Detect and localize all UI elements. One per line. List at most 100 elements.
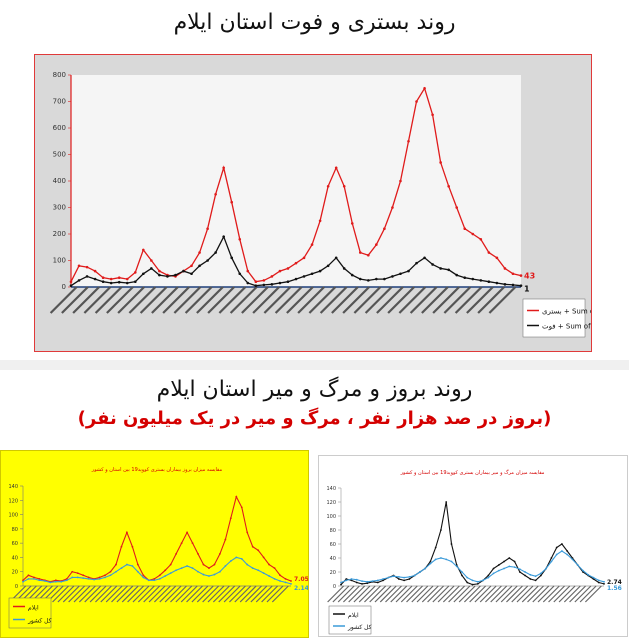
x-tick-label [421, 286, 449, 314]
series-2-point [174, 273, 177, 277]
series-1-point [399, 179, 402, 183]
series-2-point [286, 280, 290, 283]
series-1-point [318, 219, 322, 223]
series-2-point [76, 576, 79, 579]
x-tick-label [207, 286, 235, 314]
series-2-point [576, 564, 579, 566]
series-1-point [366, 582, 369, 585]
series-2-point [270, 283, 274, 286]
series-1-point [218, 552, 221, 555]
series-1-point [93, 269, 97, 273]
x-tick-label [385, 585, 402, 603]
x-tick-label [548, 585, 565, 603]
series-1-point [98, 576, 101, 579]
series-1-point [383, 227, 386, 230]
series-1-point [431, 113, 434, 117]
y-tick-label: 100 [8, 513, 18, 519]
series-2-point [158, 577, 161, 580]
x-tick-label [266, 585, 284, 603]
series-2-point [310, 272, 314, 276]
series-2-point [93, 277, 97, 281]
series-2-point [142, 272, 145, 276]
series-1-point [278, 269, 282, 273]
y-tick-label: 100 [53, 257, 66, 265]
x-tick-label [411, 585, 429, 603]
series-1-point [345, 578, 348, 580]
series-1-point [361, 583, 363, 585]
series-2-point [166, 275, 169, 278]
plot-area [341, 488, 604, 586]
series-2-point [93, 578, 96, 581]
series-2-point [262, 572, 265, 575]
series-1-point [142, 574, 145, 577]
series-1-point [164, 569, 167, 572]
x-tick-label [364, 286, 393, 314]
series-1-point [524, 574, 526, 577]
series-2-point [519, 284, 523, 287]
series-2-point [175, 569, 178, 572]
series-line-2 [22, 556, 292, 585]
series-2-point [268, 575, 271, 577]
series-1-point [208, 567, 210, 570]
series-2-point [182, 269, 185, 273]
series-2-point [38, 579, 41, 582]
x-tick-label [111, 585, 128, 603]
series-2-point [455, 565, 458, 568]
y-tick-label: 0 [333, 584, 336, 590]
x-tick-label [308, 286, 337, 314]
series-2-point [358, 277, 362, 281]
series-1-point [391, 206, 394, 209]
series-1-point [487, 251, 491, 254]
series-2-point [142, 576, 145, 579]
x-tick-label [95, 585, 112, 603]
series-2-point [392, 575, 395, 578]
series-1-point [175, 552, 178, 555]
series-1-point [22, 579, 24, 582]
series-1-point [592, 578, 595, 580]
series-2-point [582, 569, 584, 572]
x-tick-label [506, 585, 523, 603]
x-tick-label [117, 286, 145, 314]
series-2-point [246, 281, 250, 285]
series-1-point [246, 269, 250, 273]
x-tick-label [72, 286, 100, 314]
legend-entry: فوت + Sum of [542, 323, 591, 331]
series-1-point [77, 264, 81, 268]
chart-title: مقایسه میزان بروز بیماران بستری کووید19 … [91, 467, 223, 473]
series-2-point [169, 572, 172, 575]
series-1-point [214, 192, 217, 196]
series-2-point [109, 281, 113, 285]
series-2-point [455, 273, 459, 277]
series-1-point [513, 560, 516, 563]
y-tick-label: 200 [53, 230, 66, 238]
series-1-point [476, 583, 479, 585]
series-1-point [450, 543, 453, 545]
x-tick-label [180, 585, 198, 603]
series-1-point [126, 531, 128, 534]
series-2-point [284, 581, 287, 584]
y-tick-label: 600 [53, 124, 66, 132]
series-1-point [326, 185, 330, 188]
series-1-point [415, 100, 418, 103]
series-1-point [268, 563, 271, 566]
series-1-point [246, 531, 249, 534]
x-tick-label [196, 585, 214, 603]
series-2-point [419, 571, 421, 573]
series-2-point [262, 283, 266, 287]
x-tick-label [443, 286, 472, 314]
series-1-point [191, 542, 194, 545]
series-1-point [561, 543, 563, 545]
series-2-point [439, 267, 442, 270]
series-1-point [198, 251, 201, 254]
x-tick-label [84, 585, 102, 603]
series-2-point [466, 576, 469, 579]
x-tick-label [495, 585, 513, 603]
x-tick-label [342, 286, 370, 314]
series-2-point [224, 565, 227, 567]
series-2-point [115, 570, 117, 573]
series-1-point [229, 517, 232, 520]
x-tick-label [127, 585, 145, 603]
series-2-point [109, 574, 112, 577]
x-tick-label [173, 286, 202, 314]
x-tick-label [579, 585, 597, 603]
